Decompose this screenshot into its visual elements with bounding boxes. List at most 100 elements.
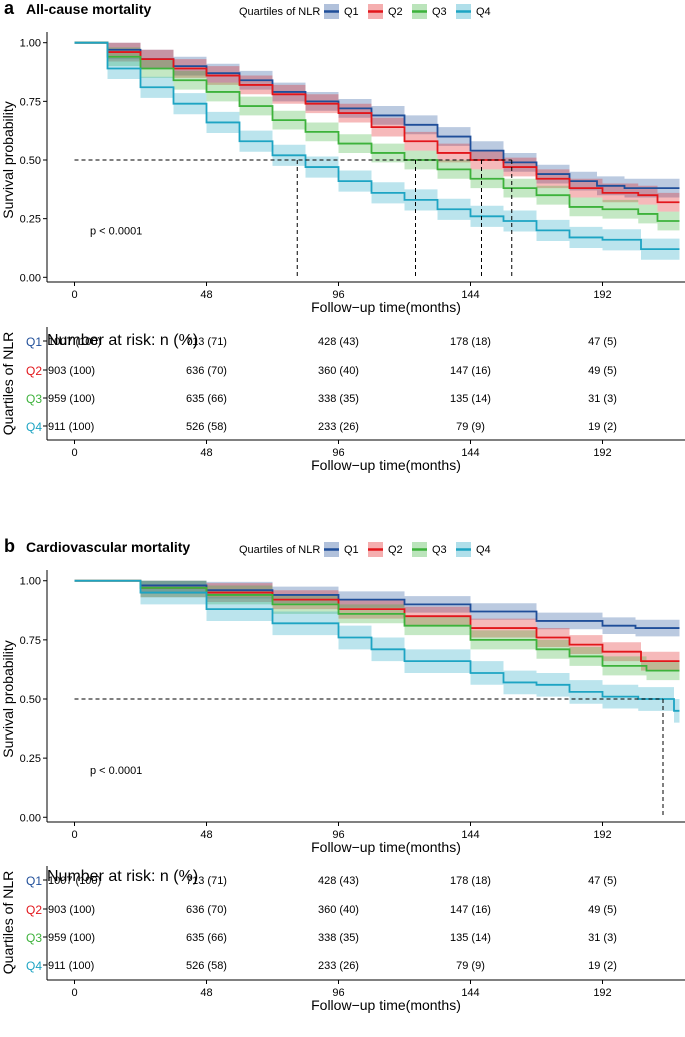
plot-area	[74, 579, 680, 723]
risk-cell: 635 (66)	[186, 932, 227, 944]
risk-cell: 903 (100)	[48, 365, 95, 377]
risk-table-title: Number at risk: n (%)	[47, 332, 198, 349]
legend-label: Q1	[344, 6, 359, 18]
risk-cell: 135 (14)	[450, 932, 491, 944]
y-tick-label: 1.00	[20, 38, 41, 50]
risk-cell: 79 (9)	[456, 960, 485, 972]
risk-cell: 49 (5)	[588, 365, 617, 377]
ci-band-q3	[74, 42, 680, 231]
risk-row-label: Q1	[26, 335, 42, 349]
legend-item-q4: Q4	[456, 4, 491, 19]
ci-band-q3	[74, 580, 680, 681]
legend-label: Q1	[344, 544, 359, 556]
chart-title: All-cause mortality	[26, 1, 151, 17]
legend-item-q4: Q4	[456, 542, 491, 557]
chart-title: Cardiovascular mortality	[26, 539, 190, 555]
y-tick-label: 0.50	[20, 694, 41, 706]
legend-item-q2: Q2	[368, 4, 403, 19]
risk-x-axis-label: Follow−up time(months)	[311, 457, 461, 473]
legend-item-q3: Q3	[412, 4, 447, 19]
risk-row-label: Q1	[26, 874, 42, 888]
legend-item-q1: Q1	[324, 4, 359, 19]
x-tick-label: 192	[593, 829, 611, 841]
risk-cell: 911 (100)	[48, 421, 94, 433]
risk-cell: 959 (100)	[48, 393, 95, 405]
risk-row-q4: Q4 911 (100) 526 (58) 233 (26) 79 (9) 19 (2)	[26, 420, 617, 434]
risk-cell: 178 (18)	[450, 875, 491, 887]
risk-cell: 959 (100)	[48, 932, 95, 944]
risk-cell: 135 (14)	[450, 393, 491, 405]
risk-cell: 903 (100)	[48, 904, 95, 916]
risk-row-q2: Q2 903 (100) 636 (70) 360 (40) 147 (16) 49 (5…	[26, 903, 617, 917]
risk-cell: 338 (35)	[318, 932, 359, 944]
risk-cell: 635 (66)	[186, 393, 227, 405]
risk-table-b: Number at risk: n (%) Quartiles of NLR Q1 1…	[0, 866, 685, 1013]
survival-line-q1	[74, 579, 680, 629]
legend-title: Quartiles of NLR	[239, 544, 320, 556]
risk-cell: 49 (5)	[588, 904, 617, 916]
risk-cell: 713 (71)	[186, 875, 227, 887]
x-tick-label: 144	[461, 289, 479, 301]
survival-line-q3	[74, 579, 680, 672]
risk-x-tick-label: 0	[71, 447, 77, 459]
risk-x-tick-label: 192	[593, 447, 611, 459]
risk-cell: 233 (26)	[318, 960, 359, 972]
risk-x-tick-label: 48	[200, 447, 212, 459]
survival-line-q4	[74, 41, 680, 251]
risk-row-q1: Q1 1007 (100) 713 (71) 428 (43) 178 (18) 47 (…	[26, 335, 617, 349]
risk-row-label: Q3	[26, 392, 42, 406]
risk-cell: 911 (100)	[48, 960, 94, 972]
legend-label: Q4	[476, 544, 491, 556]
plot-area	[74, 41, 680, 260]
risk-cell: 47 (5)	[588, 336, 617, 348]
risk-cell: 428 (43)	[318, 875, 359, 887]
legend-label: Q3	[432, 6, 447, 18]
risk-cell: 233 (26)	[318, 421, 359, 433]
x-tick-label: 0	[71, 289, 77, 301]
y-tick-label: 0.75	[20, 635, 41, 647]
legend-item-q3: Q3	[412, 542, 447, 557]
x-axis-label: Follow−up time(months)	[311, 839, 461, 855]
panel-letter: a	[4, 0, 15, 18]
risk-cell: 428 (43)	[318, 336, 359, 348]
x-tick-label: 96	[332, 829, 344, 841]
risk-x-tick-label: 192	[593, 987, 611, 999]
risk-table-ylabel: Quartiles of NLR	[0, 332, 16, 435]
y-tick-label: 0.00	[20, 812, 41, 824]
risk-cell: 360 (40)	[318, 365, 359, 377]
risk-row-label: Q4	[26, 959, 42, 973]
risk-cell: 47 (5)	[588, 875, 617, 887]
ci-band-q4	[74, 42, 680, 260]
risk-row-label: Q3	[26, 931, 42, 945]
x-tick-label: 0	[71, 829, 77, 841]
y-tick-label: 0.25	[20, 753, 41, 765]
x-tick-label: 48	[200, 829, 212, 841]
risk-row-label: Q2	[26, 364, 42, 378]
risk-row-q4: Q4 911 (100) 526 (58) 233 (26) 79 (9) 19 (2)	[26, 959, 617, 973]
risk-x-tick-label: 144	[461, 987, 479, 999]
risk-cell: 19 (2)	[588, 421, 617, 433]
x-tick-label: 96	[332, 289, 344, 301]
panel-b: b Cardiovascular mortality Quartiles of NL…	[0, 536, 685, 855]
risk-row-label: Q4	[26, 420, 42, 434]
panel-letter: b	[4, 536, 15, 556]
risk-x-axis-label: Follow−up time(months)	[311, 997, 461, 1013]
risk-cell: 526 (58)	[186, 960, 227, 972]
risk-row-q2: Q2 903 (100) 636 (70) 360 (40) 147 (16) 49 (5…	[26, 364, 617, 378]
panel-a: a All-cause mortality Quartiles of NLR Q1 Q2…	[0, 0, 685, 315]
risk-table-title: Number at risk: n (%)	[47, 868, 198, 885]
y-tick-label: 0.75	[20, 96, 41, 108]
y-tick-label: 1.00	[20, 576, 41, 588]
y-tick-label: 0.00	[20, 272, 41, 284]
legend-label: Q4	[476, 6, 491, 18]
y-tick-label: 0.50	[20, 155, 41, 167]
p-value: p < 0.0001	[90, 765, 142, 777]
risk-cell: 636 (70)	[186, 365, 227, 377]
risk-cell: 31 (3)	[588, 932, 617, 944]
risk-cell: 636 (70)	[186, 904, 227, 916]
legend-title: Quartiles of NLR	[239, 6, 320, 18]
y-axis-label: Survival probability	[0, 101, 16, 219]
x-tick-label: 144	[461, 829, 479, 841]
p-value: p < 0.0001	[90, 225, 142, 237]
